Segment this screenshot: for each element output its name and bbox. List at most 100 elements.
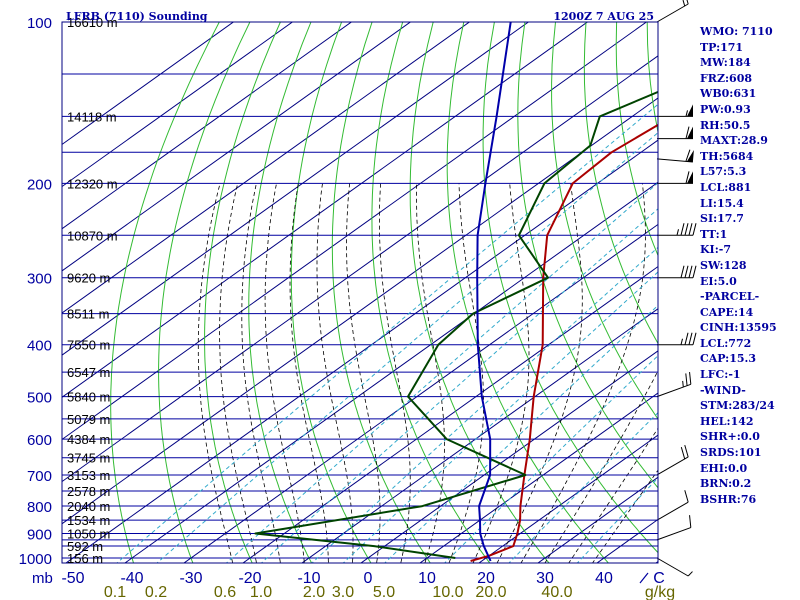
height-label: 7550 m xyxy=(67,338,110,353)
wind-barb-flag xyxy=(685,126,690,139)
wind-barb-flag xyxy=(692,223,697,236)
height-label: 5840 m xyxy=(67,390,110,405)
mixing-ratio-label: 20.0 xyxy=(475,584,506,600)
isotherm-line xyxy=(62,22,530,356)
pressure-tick-label: 800 xyxy=(27,499,52,516)
stat-line: -WIND- xyxy=(700,383,746,397)
wind-barb-flag xyxy=(684,265,689,278)
wind-barb xyxy=(657,171,693,184)
mixing-ratio-line xyxy=(342,271,658,563)
wind-barb-staff xyxy=(656,456,689,476)
moist-adiabat-line xyxy=(316,183,354,563)
height-label: 8511 m xyxy=(67,307,109,322)
height-label: 4384 m xyxy=(67,432,110,447)
wind-barb-pennant xyxy=(687,126,693,139)
stat-line: TH:5684 xyxy=(700,149,754,163)
wind-barb-flag xyxy=(680,446,686,460)
wind-barb xyxy=(656,490,689,521)
isotherm-line xyxy=(62,22,353,230)
isotherm-line xyxy=(62,22,294,188)
stat-line: EI:5.0 xyxy=(700,274,737,288)
temperature-tick-label: -10 xyxy=(297,570,320,587)
wind-barb-staff xyxy=(656,501,689,521)
wind-barb xyxy=(656,149,694,163)
stat-line: CINH:13595 xyxy=(700,321,777,335)
temperature-profile-line xyxy=(470,123,658,562)
stat-line: LCL:881 xyxy=(700,180,752,194)
height-label: 6547 m xyxy=(67,365,110,380)
temperature-tick-label: 30 xyxy=(536,570,554,587)
temperature-tick-label: 40 xyxy=(595,570,613,587)
wind-barb-staff xyxy=(656,557,689,577)
wind-barb xyxy=(657,223,697,236)
wind-barb xyxy=(656,557,693,577)
temperature-unit-label: C xyxy=(653,570,665,587)
mixing-ratio-label: 1.0 xyxy=(250,584,272,600)
pressure-unit-label: mb xyxy=(32,570,53,587)
pressure-tick-label: 500 xyxy=(27,390,52,407)
mixing-ratio-unit-label: g/kg xyxy=(645,584,675,600)
height-label: 3153 m xyxy=(67,468,110,483)
wind-barb-half-flag xyxy=(682,380,684,388)
pressure-tick-label: 200 xyxy=(27,176,52,193)
wind-barb-flag xyxy=(684,223,689,236)
isotherm-line xyxy=(62,22,471,314)
wind-barb xyxy=(657,332,697,346)
dewpoint-profile-line xyxy=(254,90,658,559)
isotherm-line xyxy=(62,97,658,525)
mixing-ratio-label: 40.0 xyxy=(541,584,572,600)
stat-line: KI:-7 xyxy=(700,243,731,257)
wind-barb-pennant xyxy=(686,150,694,162)
mixing-ratio-label: 2.0 xyxy=(303,584,325,600)
mixing-ratio-line xyxy=(260,208,658,563)
temperature-tick-label: 0 xyxy=(364,570,373,587)
isotherm-line xyxy=(124,181,658,563)
wind-barb-pennant xyxy=(687,171,693,184)
wind-barb-flag xyxy=(692,265,697,278)
height-label: 592 m xyxy=(67,539,103,554)
stat-line: FRZ:608 xyxy=(700,71,753,85)
wind-barb-flag xyxy=(685,171,690,184)
temperature-tick-label: 20 xyxy=(477,570,495,587)
wind-barb xyxy=(656,0,689,23)
isotherm-line xyxy=(301,308,658,563)
plot-border xyxy=(61,21,659,564)
stat-line: PW:0.93 xyxy=(700,102,751,116)
moist-adiabat-line xyxy=(496,183,583,563)
degree-mark xyxy=(639,572,649,584)
temperature-tick-label: -20 xyxy=(238,570,261,587)
stat-line: CAPE:14 xyxy=(700,305,754,319)
wind-barb-flag xyxy=(688,332,693,345)
pressure-tick-label: 700 xyxy=(27,468,52,485)
stat-line: HEL:142 xyxy=(700,414,754,428)
temperature-tick-label: -30 xyxy=(179,570,202,587)
wind-barb-flag xyxy=(688,223,693,236)
stat-line: TP:171 xyxy=(700,40,744,54)
temperature-tick-label: -40 xyxy=(120,570,143,587)
height-label: 2040 m xyxy=(67,499,110,514)
mixing-ratio-label: 0.1 xyxy=(104,584,126,600)
isotherm-line xyxy=(65,139,658,563)
temperature-tick-label: -50 xyxy=(61,570,84,587)
stat-line: STM:283/24 xyxy=(700,399,775,413)
isotherm-line xyxy=(62,55,658,483)
isotherm-line xyxy=(62,22,648,441)
mixing-ratio-line xyxy=(311,246,658,563)
mixing-ratio-label: 10.0 xyxy=(432,584,463,600)
wind-barb-flag xyxy=(688,265,693,278)
wind-barb-half-flag xyxy=(680,338,683,345)
moist-adiabat-line xyxy=(472,183,530,563)
height-label: 12320 m xyxy=(67,176,118,191)
observation-time: 1200Z 7 AUG 25 xyxy=(553,10,654,23)
stat-line: LI:15.4 xyxy=(700,196,744,210)
moist-adiabat-line xyxy=(289,183,329,563)
height-label: 1534 m xyxy=(67,513,110,528)
stat-line: SI:17.7 xyxy=(700,212,744,226)
wind-barb xyxy=(657,104,693,117)
moist-adiabat-line xyxy=(378,183,411,563)
mixing-ratio-line xyxy=(384,304,658,563)
wind-barb-flag xyxy=(689,515,692,528)
height-label: 14118 m xyxy=(67,109,117,124)
height-label: 10870 m xyxy=(67,228,118,243)
